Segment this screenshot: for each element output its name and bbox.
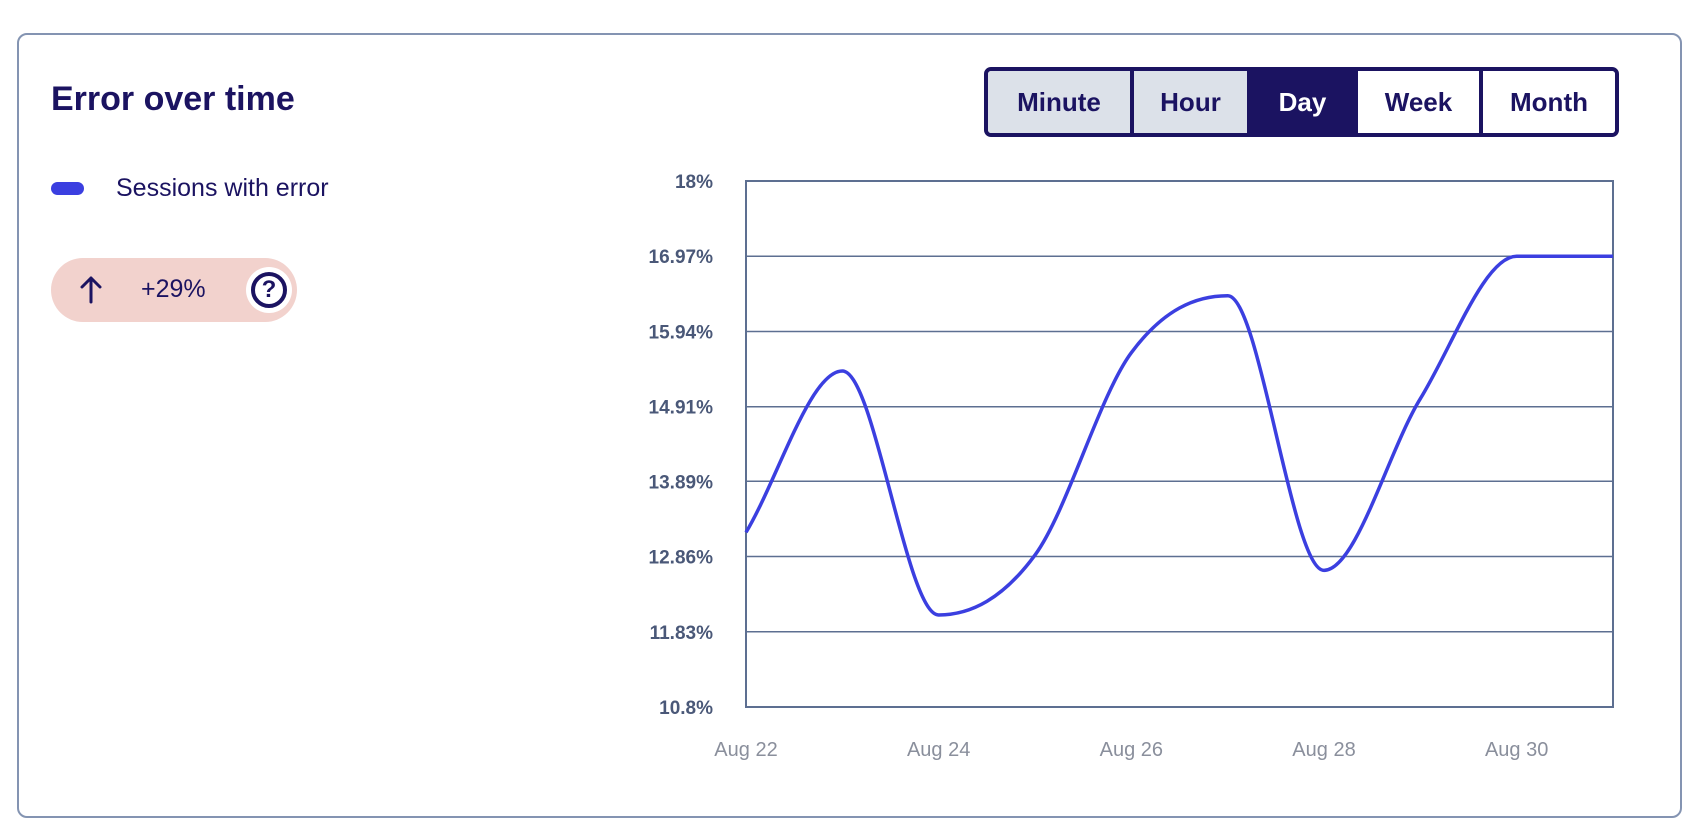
granularity-day-button[interactable]: Day <box>1251 71 1358 133</box>
granularity-minute-button[interactable]: Minute <box>988 71 1134 133</box>
plot-frame <box>745 180 1614 708</box>
y-tick-label: 18% <box>675 172 713 193</box>
y-tick-label: 13.89% <box>649 472 714 493</box>
help-button[interactable]: ? <box>246 267 292 313</box>
y-tick-label: 10.8% <box>659 698 713 719</box>
granularity-toggle: Minute Hour Day Week Month <box>984 67 1619 137</box>
card-title: Error over time <box>51 80 295 118</box>
question-circle-icon: ? <box>251 272 287 308</box>
y-tick-label: 14.91% <box>649 398 714 419</box>
y-tick-label: 16.97% <box>649 247 714 268</box>
y-tick-label: 11.83% <box>650 623 713 644</box>
granularity-week-button[interactable]: Week <box>1358 71 1483 133</box>
granularity-month-button[interactable]: Month <box>1483 71 1615 133</box>
legend-label: Sessions with error <box>116 174 329 202</box>
x-tick-label: Aug 24 <box>907 739 970 761</box>
x-tick-label: Aug 22 <box>714 739 777 761</box>
y-tick-label: 15.94% <box>649 322 714 343</box>
legend: Sessions with error <box>51 174 329 203</box>
y-tick-label: 12.86% <box>649 548 714 569</box>
change-value: +29% <box>141 275 206 303</box>
granularity-hour-button[interactable]: Hour <box>1134 71 1251 133</box>
x-tick-label: Aug 26 <box>1100 739 1163 761</box>
legend-swatch <box>51 182 84 195</box>
error-over-time-card <box>17 33 1682 818</box>
x-tick-label: Aug 30 <box>1485 739 1548 761</box>
change-badge: +29% ? <box>51 258 297 322</box>
series-line-sessions-with-error <box>744 254 1613 617</box>
x-tick-label: Aug 28 <box>1292 739 1355 761</box>
arrow-up-icon <box>79 274 103 309</box>
